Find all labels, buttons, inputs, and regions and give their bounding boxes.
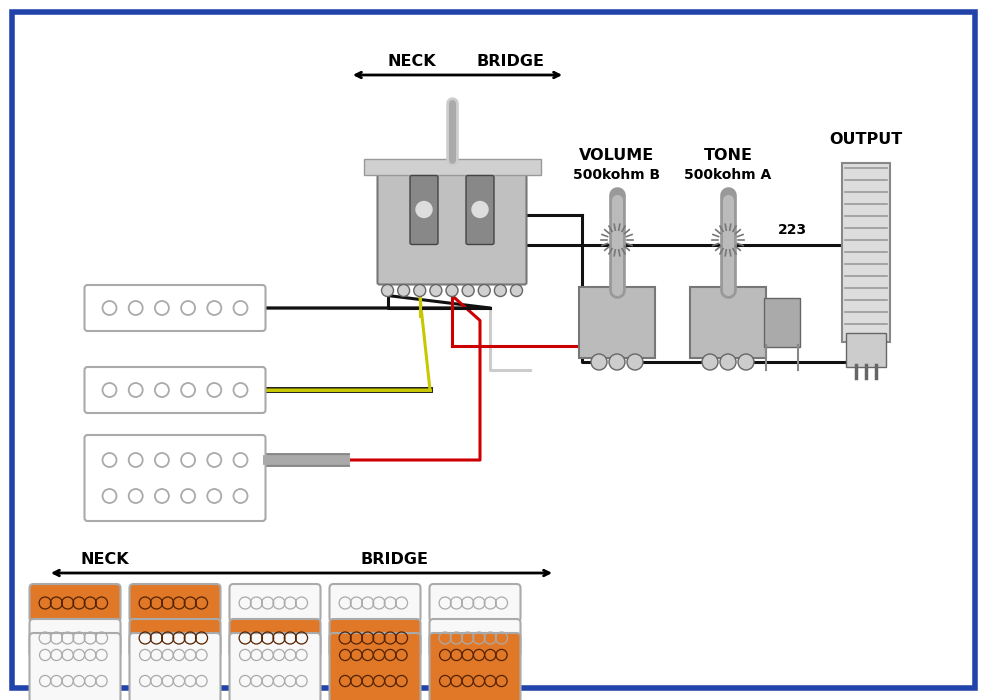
FancyBboxPatch shape (230, 633, 320, 700)
Text: 500kohm A: 500kohm A (683, 168, 771, 182)
FancyBboxPatch shape (129, 619, 220, 657)
FancyBboxPatch shape (85, 435, 265, 521)
Circle shape (626, 354, 642, 370)
Circle shape (738, 354, 753, 370)
FancyBboxPatch shape (429, 619, 520, 657)
Circle shape (397, 284, 409, 297)
FancyBboxPatch shape (845, 333, 885, 367)
Text: NECK: NECK (81, 552, 129, 568)
Text: BRIDGE: BRIDGE (475, 55, 543, 69)
FancyBboxPatch shape (85, 367, 265, 413)
Circle shape (719, 354, 736, 370)
Circle shape (430, 284, 442, 297)
Text: 500kohm B: 500kohm B (573, 168, 660, 182)
Circle shape (701, 354, 717, 370)
FancyBboxPatch shape (329, 619, 420, 657)
FancyBboxPatch shape (329, 584, 420, 622)
Circle shape (415, 202, 432, 218)
FancyBboxPatch shape (363, 158, 540, 174)
FancyBboxPatch shape (85, 285, 265, 331)
FancyBboxPatch shape (30, 619, 120, 657)
FancyBboxPatch shape (763, 298, 800, 347)
FancyBboxPatch shape (230, 619, 320, 657)
Circle shape (471, 202, 487, 218)
FancyBboxPatch shape (465, 176, 494, 244)
FancyBboxPatch shape (579, 287, 655, 358)
Text: OUTPUT: OUTPUT (828, 132, 902, 148)
FancyBboxPatch shape (429, 584, 520, 622)
FancyBboxPatch shape (30, 633, 120, 700)
FancyBboxPatch shape (429, 633, 520, 700)
FancyBboxPatch shape (377, 165, 526, 284)
FancyBboxPatch shape (329, 633, 420, 700)
Text: NECK: NECK (387, 55, 436, 69)
Circle shape (494, 284, 506, 297)
Text: TONE: TONE (703, 148, 751, 162)
Circle shape (413, 284, 425, 297)
FancyBboxPatch shape (689, 287, 765, 358)
Circle shape (510, 284, 522, 297)
Circle shape (478, 284, 490, 297)
Circle shape (446, 284, 458, 297)
FancyBboxPatch shape (129, 633, 220, 700)
FancyBboxPatch shape (230, 584, 320, 622)
FancyBboxPatch shape (409, 176, 438, 244)
Text: BRIDGE: BRIDGE (361, 552, 429, 568)
Circle shape (382, 284, 393, 297)
FancyBboxPatch shape (129, 584, 220, 622)
Circle shape (608, 354, 624, 370)
FancyBboxPatch shape (841, 163, 889, 342)
Text: VOLUME: VOLUME (579, 148, 654, 162)
Circle shape (591, 354, 606, 370)
Text: 223: 223 (777, 223, 806, 237)
Circle shape (461, 284, 473, 297)
FancyBboxPatch shape (30, 584, 120, 622)
